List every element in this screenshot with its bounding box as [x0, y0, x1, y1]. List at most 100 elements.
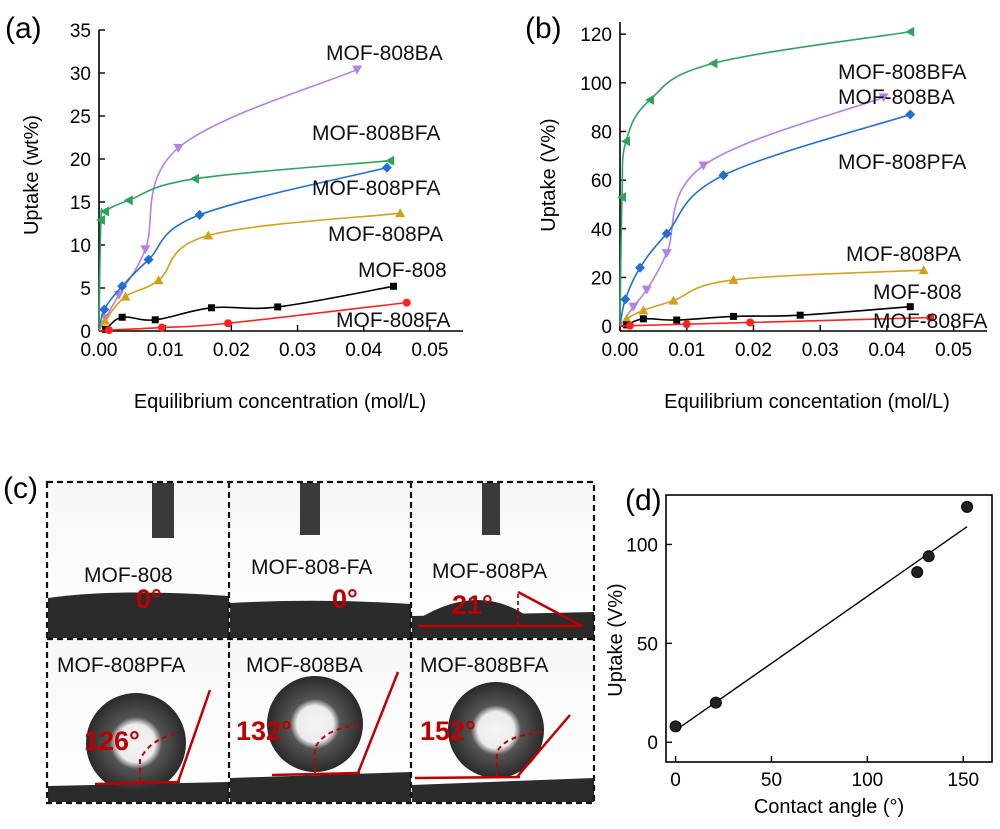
x-tick-label: 0.01	[147, 340, 184, 361]
y-tick-label: 0	[80, 322, 91, 343]
y-tick-label: 35	[70, 21, 91, 42]
series-line	[98, 301, 407, 332]
chart-d: 0 50 100 150 0 50 100 Contact angle (°) Uptake (…	[605, 494, 993, 818]
contact-angle-photos: MOF-808 0° MOF-808-FA 0° MOF-808PA 21° M…	[45, 480, 596, 805]
data-point	[385, 155, 395, 166]
angle-value: 152°	[420, 716, 476, 746]
photo-grid-frame	[45, 480, 596, 805]
data-point	[118, 313, 126, 321]
panel-label-c: (c)	[3, 472, 38, 505]
data-point	[645, 94, 655, 105]
angle-value: 0°	[136, 584, 162, 614]
data-point	[638, 305, 649, 315]
angle-value: 132°	[236, 716, 292, 746]
data-point	[878, 93, 889, 103]
data-point	[911, 566, 924, 579]
x-tick-label: 0.03	[279, 340, 316, 361]
data-point	[746, 318, 755, 327]
series-line	[619, 305, 911, 327]
data-point	[123, 195, 133, 206]
photo-label: MOF-808BA	[246, 654, 363, 677]
data-point	[99, 206, 109, 217]
angle-tangent	[517, 590, 583, 628]
data-point	[143, 254, 154, 265]
fit-line	[675, 526, 968, 731]
y-tick-label: 40	[591, 220, 612, 241]
photo-label: MOF-808PFA	[57, 654, 185, 677]
series-line	[619, 316, 931, 327]
data-point	[95, 215, 105, 226]
x-tick-label: 150	[947, 770, 979, 791]
y-tick-label: 10	[70, 236, 91, 257]
droplet	[267, 676, 363, 772]
x-tick-label: 0.00	[602, 340, 639, 361]
data-point	[668, 295, 679, 305]
panel-label-b: (b)	[525, 12, 562, 45]
x-tick-label: 0.00	[81, 340, 118, 361]
series-line	[619, 113, 911, 327]
data-point	[669, 720, 682, 733]
data-point	[639, 315, 647, 323]
data-point	[628, 302, 639, 312]
plot-frame	[665, 494, 993, 763]
x-tick-label: 100	[852, 770, 884, 791]
data-point	[620, 294, 631, 305]
x-tick-label: 0.03	[802, 340, 839, 361]
x-axis-label: Contact angle (°)	[754, 796, 904, 818]
data-point	[626, 321, 635, 330]
data-point	[698, 161, 709, 171]
data-point	[194, 209, 205, 220]
data-point	[203, 230, 214, 240]
data-point	[621, 313, 632, 323]
data-point	[673, 316, 681, 324]
x-tick-label: 0.04	[345, 340, 382, 361]
series-label: MOF-808	[873, 281, 962, 304]
data-point	[641, 285, 652, 295]
series-label: MOF-808	[358, 259, 447, 282]
data-point	[99, 304, 110, 315]
data-point	[208, 304, 216, 312]
substrate	[48, 592, 229, 638]
photo-label: MOF-808BFA	[420, 654, 548, 677]
x-tick-label: 0.04	[868, 340, 905, 361]
series-label: MOF-808BA	[838, 86, 955, 109]
syringe-needle	[300, 483, 320, 535]
droplet-flat	[420, 600, 530, 618]
angle-value: 0°	[332, 584, 358, 614]
series-label: MOF-808PFA	[312, 177, 440, 200]
data-point	[274, 303, 282, 311]
data-point	[922, 550, 935, 563]
data-point	[905, 109, 916, 120]
data-point	[682, 320, 691, 329]
series-label: MOF-808PFA	[838, 151, 966, 174]
angle-markings	[94, 671, 571, 786]
syringe-needle	[152, 483, 174, 538]
y-tick-label: 100	[626, 535, 658, 556]
x-tick-label: 0.01	[668, 340, 705, 361]
droplet	[86, 693, 186, 793]
data-point	[151, 316, 159, 324]
data-point	[173, 143, 184, 153]
data-point	[905, 26, 915, 37]
data-point	[140, 245, 151, 255]
y-tick-label: 5	[80, 279, 91, 300]
data-point	[189, 173, 199, 184]
x-axis-label: Equilibrium concentation (mol/L)	[664, 391, 950, 413]
photo-label: MOF-808-FA	[251, 556, 372, 579]
y-tick-label: 80	[591, 122, 612, 143]
data-point	[402, 298, 411, 307]
y-tick-label: 20	[591, 268, 612, 289]
series-line	[98, 68, 358, 332]
data-point	[906, 303, 914, 311]
data-point	[157, 323, 166, 332]
data-point	[395, 208, 406, 218]
y-tick-label: 30	[70, 64, 91, 85]
x-tick-label: 0	[670, 770, 681, 791]
photo-label: MOF-808PA	[432, 560, 547, 583]
series-line	[98, 159, 391, 332]
data-point	[617, 192, 627, 203]
x-tick-label: 0.05	[411, 340, 448, 361]
series-label: MOF-808PA	[328, 223, 443, 246]
data-point	[224, 319, 233, 328]
